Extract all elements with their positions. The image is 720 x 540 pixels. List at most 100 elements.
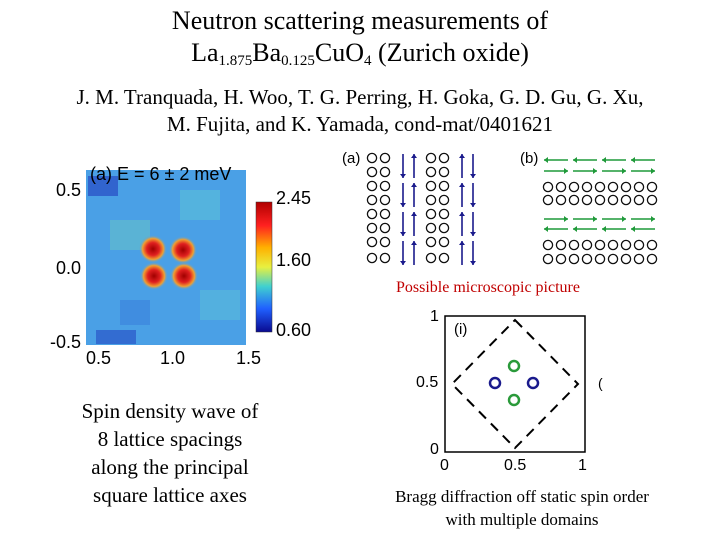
authors-line-1: J. M. Tranquada, H. Woo, T. G. Perring, … <box>76 85 644 109</box>
heatmap-y-tick-2: 0.0 <box>56 258 82 278</box>
formula-cu: Cu <box>314 38 346 67</box>
sdw-caption-line-4: square lattice axes <box>93 483 247 507</box>
lattice-site <box>438 180 450 192</box>
spin-arrow-head <box>564 216 568 222</box>
lattice-site <box>633 239 645 251</box>
bragg-peak-blue-left <box>488 376 502 390</box>
lattice-site <box>425 208 437 220</box>
spin-arrow-head <box>470 232 476 236</box>
heatmap-x-tick-3: 1.5 <box>236 348 262 368</box>
title-line-1: Neutron scattering measurements of <box>171 6 549 35</box>
bragg-peak-blue-right <box>526 376 540 390</box>
bragg-caption-line-2: with multiple domains <box>445 510 599 529</box>
heatmap-panel-label: (a) E = 6 ± 2 meV <box>90 164 232 184</box>
author-list: J. M. Tranquada, H. Woo, T. G. Perring, … <box>0 84 720 138</box>
spin-arrow-head <box>622 168 626 174</box>
lattice-site <box>633 194 645 206</box>
bragg-peak-green-top <box>507 359 521 373</box>
formula-ba-sub: 0.125 <box>281 53 315 69</box>
formula-ba: Ba <box>252 38 282 67</box>
spin-arrow-head <box>544 226 548 232</box>
lattice-site <box>425 166 437 178</box>
spin-arrow-head <box>459 241 465 245</box>
spin-arrow-head <box>411 154 417 158</box>
heatmap-y-tick-1: 0.5 <box>56 180 82 200</box>
spin-arrow-head <box>459 183 465 187</box>
lattice-site <box>425 152 437 164</box>
bragg-x-tick-2: 0.5 <box>504 457 527 474</box>
spin-arrow-head <box>459 212 465 216</box>
bragg-frame <box>444 315 586 453</box>
spin-arrow-head <box>651 168 655 174</box>
lattice-site <box>379 252 391 264</box>
lattice-site <box>581 194 593 206</box>
lattice-site <box>438 252 450 264</box>
spin-arrow-head <box>631 226 635 232</box>
lattice-site <box>438 236 450 248</box>
lattice-site <box>607 194 619 206</box>
colorbar-tick-1: 2.45 <box>276 188 312 208</box>
lattice-site <box>646 194 658 206</box>
lattice-site <box>366 208 378 220</box>
formula-la-sub: 1.875 <box>218 53 253 69</box>
sdw-caption-line-3: along the principal <box>91 455 249 479</box>
sdw-caption-line-1: Spin density wave of <box>81 399 259 423</box>
spin-arrow-head <box>411 212 417 216</box>
spin-arrow-head <box>631 157 635 163</box>
lattice-site <box>366 236 378 248</box>
lattice-site <box>366 252 378 264</box>
spin-arrow-head <box>622 216 626 222</box>
spin-arrow-head <box>573 157 577 163</box>
lattice-site <box>366 194 378 206</box>
lattice-site <box>620 253 632 265</box>
lattice-site <box>542 239 554 251</box>
lattice-site <box>379 166 391 178</box>
spin-arrow-head <box>400 174 406 178</box>
lattice-site <box>555 239 567 251</box>
heatmap-y-tick-3: -0.5 <box>50 332 82 352</box>
lattice-site <box>555 194 567 206</box>
lattice-site <box>594 239 606 251</box>
lattice-site <box>607 239 619 251</box>
bragg-peak-green-bottom <box>507 393 521 407</box>
formula-la: La <box>191 38 219 67</box>
lattice-site <box>379 236 391 248</box>
bragg-x-tick-1: 0 <box>440 457 449 474</box>
lattice-site <box>438 208 450 220</box>
bragg-panel-label: (i) <box>454 321 468 338</box>
spin-arrow-head <box>400 232 406 236</box>
lattice-site <box>633 253 645 265</box>
formula-o-sub: 4 <box>364 53 372 69</box>
heatmap-x-tick-1: 0.5 <box>86 348 112 368</box>
lattice-site <box>425 194 437 206</box>
lattice-site <box>542 181 554 193</box>
spin-arrow-head <box>470 174 476 178</box>
lattice-site <box>425 236 437 248</box>
bragg-caption: Bragg diffraction off static spin order … <box>350 485 694 531</box>
lattice-site <box>425 222 437 234</box>
lattice-site <box>379 194 391 206</box>
lattice-site <box>366 222 378 234</box>
lattice-site <box>607 181 619 193</box>
lattice-site <box>366 152 378 164</box>
lattice-site <box>438 222 450 234</box>
lattice-site <box>607 253 619 265</box>
bragg-y-tick-1: 1 <box>430 308 439 325</box>
spin-arrow-head <box>602 157 606 163</box>
spin-arrow-head <box>411 241 417 245</box>
bragg-x-tick-3: 1 <box>578 457 587 474</box>
slide-title: Neutron scattering measurements of La1.8… <box>0 6 720 76</box>
lattice-site <box>438 152 450 164</box>
spin-arrow-head <box>400 203 406 207</box>
bragg-edge-mark: ( <box>598 375 603 391</box>
lattice-site <box>425 180 437 192</box>
lattice-site <box>542 253 554 265</box>
title-formula: La1.875Ba0.125CuO4 (Zurich oxide) <box>0 38 720 76</box>
lattice-site <box>620 239 632 251</box>
lattice-site <box>438 166 450 178</box>
spin-arrow-head <box>593 216 597 222</box>
bragg-caption-line-1: Bragg diffraction off static spin order <box>395 487 649 506</box>
spin-arrow-head <box>602 226 606 232</box>
lattice-site <box>438 194 450 206</box>
